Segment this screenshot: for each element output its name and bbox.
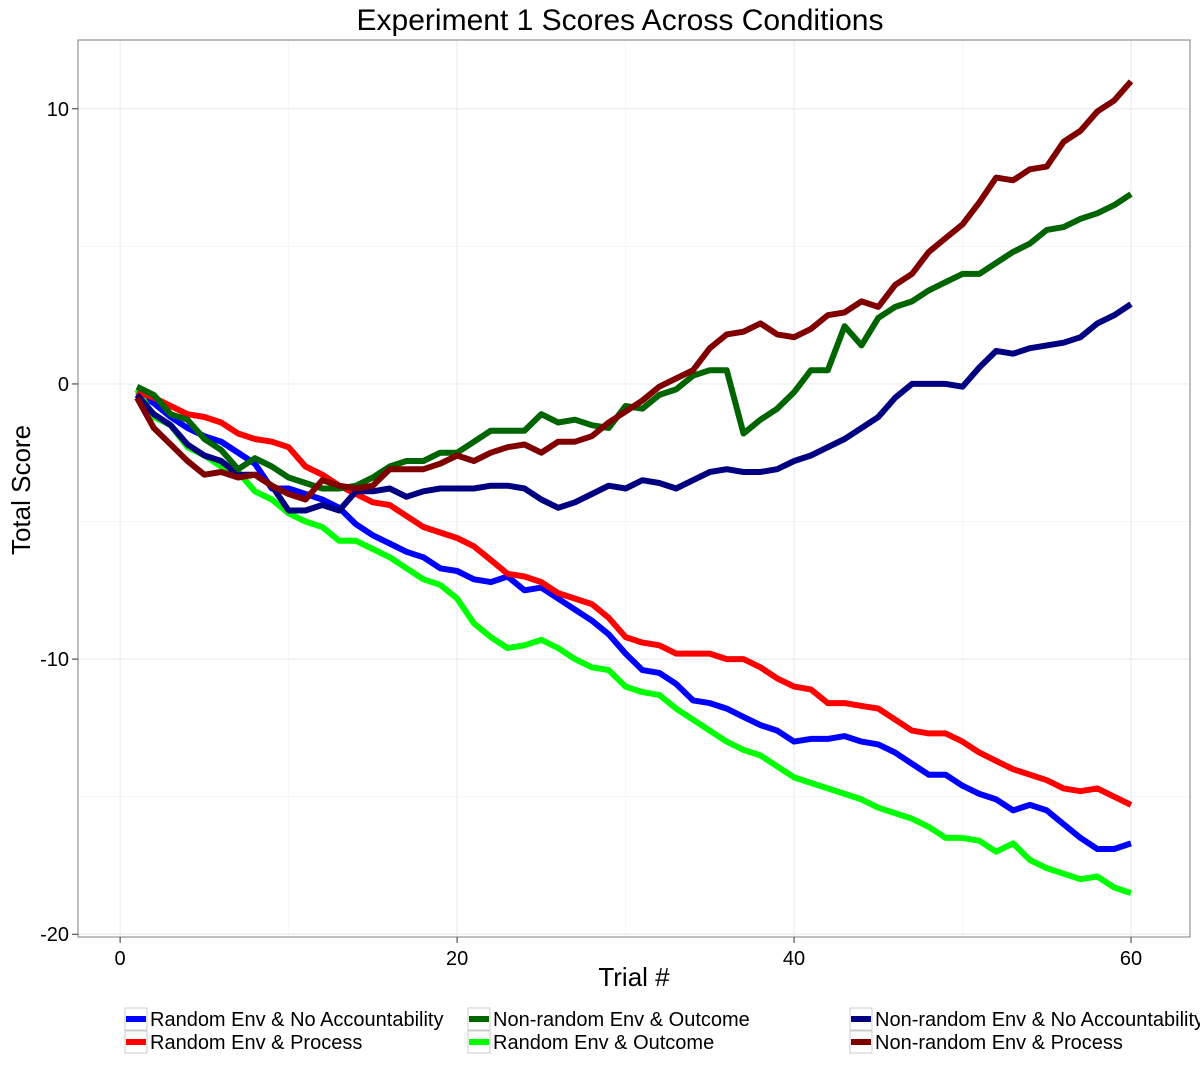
y-tick-label: -20 bbox=[40, 924, 69, 946]
y-tick-label: -10 bbox=[40, 649, 69, 671]
x-tick-label: 0 bbox=[115, 948, 126, 970]
y-tick-label: 10 bbox=[47, 99, 69, 121]
legend-label: Non-random Env & No Accountability bbox=[875, 1009, 1200, 1031]
x-tick-label: 40 bbox=[783, 948, 805, 970]
series-line-5 bbox=[134, 79, 1134, 503]
chart-title: Experiment 1 Scores Across Conditions bbox=[357, 4, 884, 37]
series-line-2 bbox=[136, 389, 1133, 808]
legend-item: Random Env & No Accountability bbox=[124, 1007, 444, 1031]
legend-item: Random Env & Outcome bbox=[467, 1030, 714, 1054]
series-line-0 bbox=[135, 389, 1132, 852]
legend-label: Non-random Env & Process bbox=[875, 1032, 1123, 1054]
legend-label: Random Env & Process bbox=[150, 1032, 362, 1054]
legend-label: Random Env & Outcome bbox=[493, 1032, 714, 1054]
plot-background bbox=[78, 40, 1190, 937]
y-axis-title: Total Score bbox=[6, 425, 36, 555]
series-line-3 bbox=[134, 301, 1133, 514]
legend-label: Random Env & No Accountability bbox=[150, 1009, 444, 1031]
legend-item: Non-random Env & Process bbox=[849, 1030, 1123, 1054]
x-tick-label: 60 bbox=[1120, 948, 1142, 970]
legend-item: Non-random Env & Outcome bbox=[467, 1007, 750, 1031]
y-tick-label: 0 bbox=[58, 374, 69, 396]
legend-item: Non-random Env & No Accountability bbox=[849, 1007, 1200, 1031]
plot-area: 0 20 40 60 -20 -10 0 10 bbox=[40, 39, 1191, 970]
series-line-1 bbox=[134, 387, 1132, 896]
x-tick-label: 20 bbox=[446, 948, 468, 970]
x-axis-title: Trial # bbox=[598, 962, 670, 992]
plot-border bbox=[77, 39, 1191, 938]
legend-item: Random Env & Process bbox=[124, 1030, 362, 1054]
legend-label: Non-random Env & Outcome bbox=[493, 1009, 750, 1031]
